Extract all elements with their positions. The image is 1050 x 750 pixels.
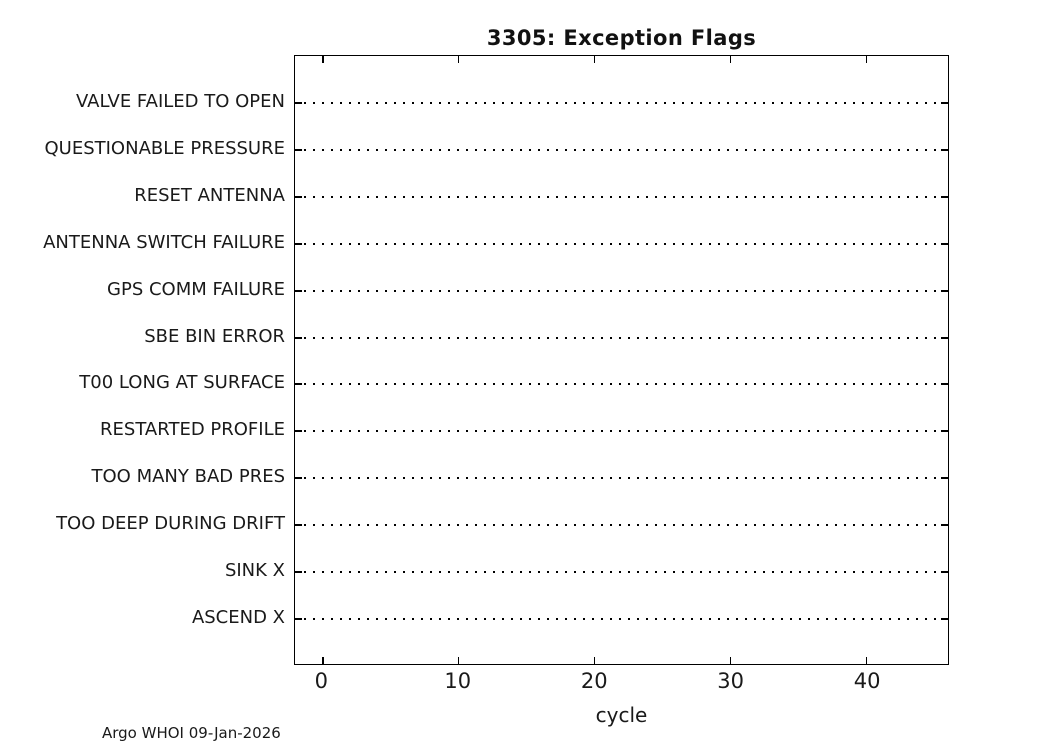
- x-tick-bottom: [322, 657, 324, 664]
- y-axis-category-label: TOO DEEP DURING DRIFT: [56, 513, 285, 535]
- y-axis-category-label: SINK X: [224, 560, 285, 582]
- y-tick-left: [295, 337, 302, 339]
- y-tick-right: [941, 430, 948, 432]
- y-tick-right: [941, 102, 948, 104]
- category-gridline: [295, 571, 948, 573]
- y-axis-category-label: ASCEND X: [191, 607, 285, 629]
- x-axis-tick-label: 20: [580, 669, 608, 693]
- y-axis-category-label: GPS COMM FAILURE: [107, 278, 285, 300]
- x-tick-top: [322, 56, 324, 63]
- x-tick-bottom: [865, 657, 868, 664]
- x-tick-top: [865, 56, 868, 63]
- category-gridline: [295, 290, 948, 292]
- y-axis-category-label: RESTARTED PROFILE: [100, 419, 285, 441]
- y-tick-right: [941, 383, 948, 385]
- plot-area: [294, 55, 949, 665]
- y-tick-left: [295, 149, 302, 151]
- category-gridline: [295, 102, 948, 104]
- x-axis-label: cycle: [595, 703, 648, 727]
- category-gridline: [295, 524, 948, 526]
- x-axis-tick-label: 30: [717, 669, 745, 693]
- y-tick-right: [941, 618, 948, 620]
- x-tick-top: [593, 56, 596, 63]
- category-gridline: [295, 477, 948, 479]
- y-tick-left: [295, 102, 302, 104]
- y-tick-left: [295, 571, 302, 573]
- y-tick-left: [295, 243, 302, 245]
- chart-title: 3305: Exception Flags: [486, 26, 757, 50]
- y-tick-left: [295, 290, 302, 292]
- category-gridline: [295, 196, 948, 198]
- y-tick-right: [941, 290, 948, 292]
- x-tick-bottom: [593, 657, 596, 664]
- y-axis-category-label: QUESTIONABLE PRESSURE: [44, 137, 285, 159]
- y-tick-right: [941, 571, 948, 573]
- category-gridline: [295, 243, 948, 245]
- x-tick-top: [458, 56, 460, 63]
- y-tick-left: [295, 524, 302, 526]
- y-axis-category-label: ANTENNA SWITCH FAILURE: [43, 231, 285, 253]
- y-tick-left: [295, 383, 302, 385]
- footer-annotation: Argo WHOI 09-Jan-2026: [102, 724, 281, 742]
- y-axis-category-label: T00 LONG AT SURFACE: [79, 372, 285, 394]
- y-axis-category-label: VALVE FAILED TO OPEN: [76, 90, 285, 112]
- x-tick-top: [729, 56, 732, 63]
- x-axis-tick-label: 0: [314, 669, 328, 693]
- y-tick-right: [941, 337, 948, 339]
- y-tick-right: [941, 196, 948, 198]
- y-axis-category-label: RESET ANTENNA: [134, 184, 285, 206]
- y-axis-category-label: SBE BIN ERROR: [144, 325, 285, 347]
- y-tick-right: [941, 477, 948, 479]
- y-tick-left: [295, 196, 302, 198]
- x-axis-tick-label: 10: [444, 669, 472, 693]
- y-tick-left: [295, 430, 302, 432]
- y-tick-right: [941, 149, 948, 151]
- y-tick-right: [941, 524, 948, 526]
- y-tick-left: [295, 477, 302, 479]
- category-gridline: [295, 149, 948, 151]
- category-gridline: [295, 618, 948, 620]
- y-tick-right: [941, 243, 948, 245]
- y-tick-left: [295, 618, 302, 620]
- category-gridline: [295, 430, 948, 432]
- x-tick-bottom: [729, 657, 732, 664]
- category-gridline: [295, 337, 948, 339]
- x-tick-bottom: [458, 657, 460, 664]
- category-gridline: [295, 383, 948, 385]
- y-axis-category-label: TOO MANY BAD PRES: [91, 466, 285, 488]
- x-axis-tick-label: 40: [853, 669, 881, 693]
